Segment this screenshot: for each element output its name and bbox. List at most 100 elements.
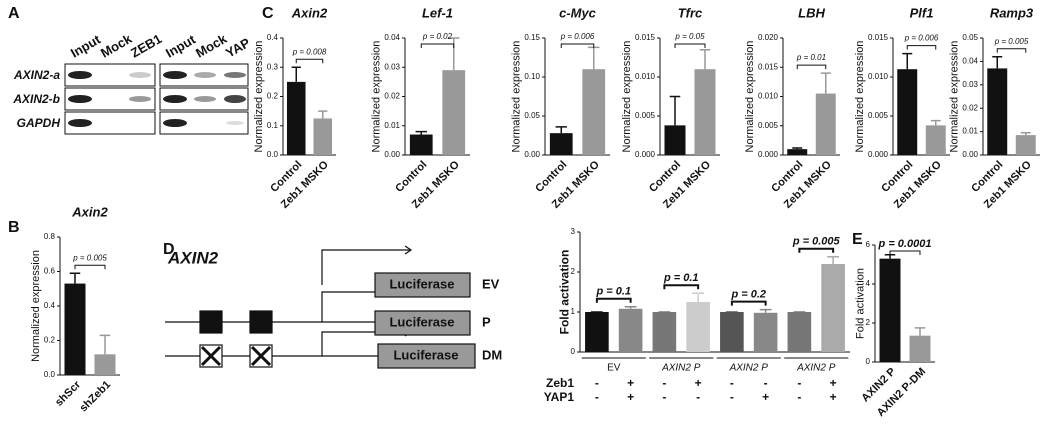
panel-label: C: [262, 5, 274, 22]
gel-art: [64, 63, 249, 135]
chart-title: Plf1: [910, 5, 934, 20]
y-tick-label: 0.15: [524, 33, 540, 42]
y-tick-label: 0.000: [635, 150, 656, 159]
chart-title: Lef-1: [422, 5, 453, 20]
p-bracket: [560, 43, 595, 48]
y-axis-label: Normalized expression: [511, 41, 523, 153]
y-tick-label: 0.00: [384, 150, 400, 159]
error-bar: [699, 48, 711, 70]
bar: [652, 312, 677, 352]
y-tick-label: 0.015: [758, 62, 779, 71]
bar: [1015, 135, 1036, 155]
exon-label: 2: [258, 315, 265, 329]
error-bar: [99, 334, 111, 355]
group-label: EV: [607, 363, 621, 374]
error-bar: [820, 72, 831, 94]
condition-sign: -: [696, 390, 700, 404]
bar: [787, 149, 808, 155]
bar: [987, 68, 1008, 155]
p-bracket: [595, 297, 632, 303]
gel-lane-label: YAP: [223, 35, 253, 61]
chart-title: Tfrc: [678, 5, 703, 20]
y-tick-label: 4: [866, 279, 871, 288]
bar: [694, 69, 716, 155]
y-tick-label: 0.000: [758, 150, 779, 159]
y-axis-label: Fold activation: [854, 268, 866, 339]
p-value: p = 0.005: [792, 236, 841, 248]
y-tick-label: 0.0: [267, 150, 279, 159]
bar: [286, 81, 306, 155]
p-bracket: [420, 43, 455, 48]
y-tick-label: 0.015: [868, 33, 889, 42]
bar: [720, 312, 744, 352]
bar: [442, 70, 466, 155]
bar: [925, 125, 946, 155]
bar: [787, 312, 812, 352]
condition-sign: +: [830, 376, 837, 390]
bar: [313, 118, 333, 155]
y-axis-label: Normalized expression: [854, 41, 866, 153]
p-value: p = 0.005: [994, 37, 1029, 46]
y-axis-label: Normalized expression: [371, 41, 383, 153]
gel-lane-label: Mock: [98, 31, 135, 61]
gel-lane-label: ZEB1: [128, 31, 164, 61]
y-tick-label: 0: [866, 357, 871, 366]
condition-sign: -: [797, 376, 801, 390]
error-bar: [69, 272, 81, 284]
y-tick-label: 0: [571, 347, 576, 356]
error-bar: [669, 95, 681, 126]
gel-row-label: GAPDH: [17, 116, 61, 130]
p-bracket: [74, 264, 106, 270]
y-tick-label: 0.010: [758, 92, 779, 101]
condition-sign: -: [730, 376, 734, 390]
y-tick-label: 0.005: [868, 111, 889, 120]
y-axis-label: Normalized expression: [30, 250, 42, 362]
condition-sign: +: [830, 390, 837, 404]
y-tick-label: 0.020: [758, 33, 779, 42]
y-tick-label: 0.010: [635, 72, 656, 81]
condition-sign: +: [762, 390, 769, 404]
error-bar: [827, 256, 840, 264]
condition-label: Zeb1: [546, 376, 574, 390]
construct-label: EV: [482, 276, 500, 291]
p-value: p = 0.006: [560, 32, 595, 41]
y-axis-label: Normalized expression: [253, 41, 265, 153]
group-label: AXIN2 P: [796, 363, 836, 374]
p-value: p = 0.1: [595, 286, 631, 298]
construct-label: P: [482, 314, 491, 329]
error-bar: [792, 147, 803, 150]
condition-sign: -: [797, 390, 801, 404]
condition-sign: +: [627, 376, 634, 390]
reporter-label: Luciferase: [389, 314, 454, 329]
condition-sign: +: [695, 376, 702, 390]
y-axis-label: Fold activation: [558, 250, 572, 335]
bar: [879, 258, 901, 362]
group-label: AXIN2 P: [661, 363, 701, 374]
chart-title: LBH: [798, 5, 825, 20]
y-tick-label: 2: [571, 267, 576, 276]
bar: [686, 302, 710, 352]
chart-title: Axin2: [291, 5, 328, 20]
bar: [64, 283, 86, 375]
bar: [618, 308, 643, 352]
p-value: p = 0.005: [72, 253, 107, 262]
bar: [909, 335, 931, 362]
error-bar: [1020, 132, 1031, 136]
error-bar: [448, 37, 460, 71]
construct-label: DM: [482, 347, 502, 362]
condition-sign: -: [764, 376, 768, 390]
y-tick-label: 0.2: [44, 336, 56, 345]
y-tick-label: 0.02: [962, 103, 978, 112]
p-bracket: [674, 43, 706, 48]
bar: [549, 133, 573, 155]
error-bar: [415, 130, 427, 135]
y-tick-label: 3: [571, 227, 576, 236]
error-bar: [555, 126, 567, 134]
error-bar: [930, 119, 941, 126]
error-bar: [624, 306, 637, 309]
x-tick-label: shZeb1: [77, 379, 113, 415]
p-value: p = 0.1: [663, 272, 699, 284]
condition-sign: -: [662, 376, 666, 390]
y-tick-label: 0.4: [44, 301, 56, 310]
